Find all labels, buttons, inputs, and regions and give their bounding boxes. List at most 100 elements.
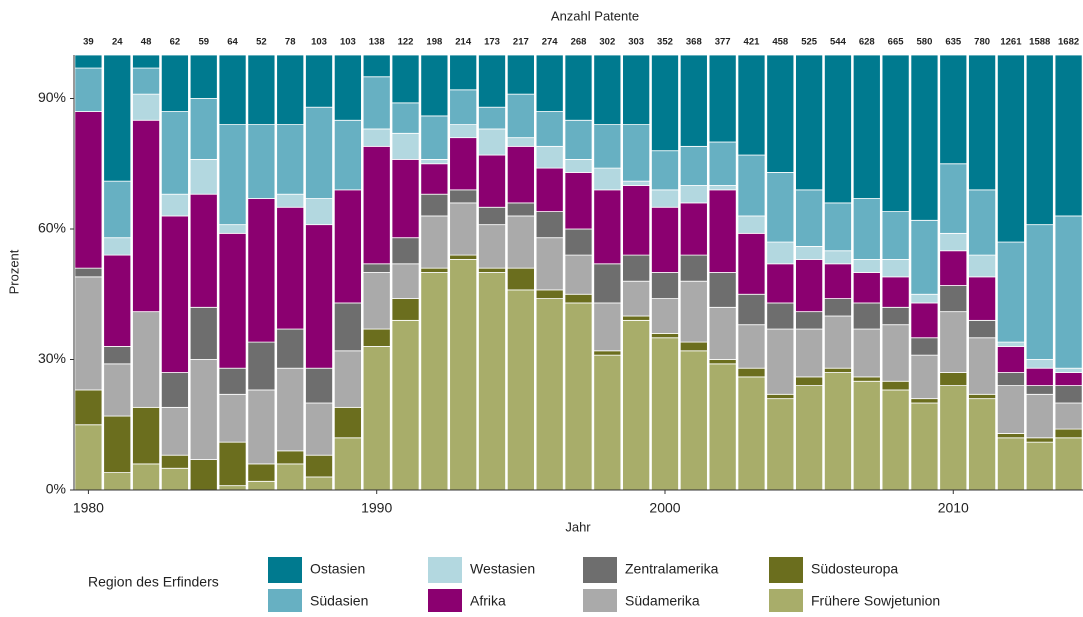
bar-segment <box>132 463 161 491</box>
chart-title: Anzahl Patente <box>551 8 639 23</box>
bar-segment <box>74 111 103 269</box>
legend-label: Frühere Sowjetunion <box>811 593 940 609</box>
bar-segment <box>910 302 939 339</box>
bar-segment <box>824 315 852 369</box>
bar-segment <box>766 328 795 395</box>
bar-segment <box>391 298 420 321</box>
bar-segment <box>506 289 535 491</box>
bar-segment <box>564 293 593 304</box>
bar-segment <box>478 206 506 226</box>
legend-label: Südasien <box>310 593 368 609</box>
bar-segment <box>333 119 362 191</box>
bar-segment <box>391 102 420 134</box>
bar-segment <box>1054 367 1083 373</box>
bar-segment <box>391 158 420 239</box>
bar-segment <box>564 254 593 295</box>
legend-swatch <box>769 589 803 615</box>
bar-segment <box>622 54 651 125</box>
bar-segment <box>478 272 506 491</box>
bar-segment <box>420 267 449 273</box>
bar-segment <box>679 280 708 343</box>
bar-segment <box>968 337 997 395</box>
bar-segment <box>593 263 622 304</box>
legend-label: Westasien <box>470 561 535 577</box>
bar-segment <box>564 119 593 160</box>
bar-segment <box>189 98 218 160</box>
bar-segment <box>622 254 651 282</box>
bar-segment <box>766 302 795 330</box>
count-label: 103 <box>340 37 356 48</box>
bar-segment <box>996 437 1025 491</box>
bar-segment <box>74 67 103 112</box>
bar-segment <box>160 54 189 112</box>
bar-segment <box>679 202 708 256</box>
legend-swatch <box>583 557 617 583</box>
count-label: 352 <box>657 37 673 48</box>
count-label: 525 <box>801 37 818 48</box>
bar-segment <box>535 237 564 291</box>
bar-segment <box>737 54 766 156</box>
bar-segment <box>651 337 679 491</box>
bar-segment <box>910 398 939 404</box>
bar-segment <box>247 198 276 343</box>
bar-segment <box>276 463 305 491</box>
count-label: 780 <box>974 37 990 48</box>
bar-segment <box>132 406 161 465</box>
bar-segment <box>420 193 449 217</box>
bar-segment <box>910 54 939 221</box>
bar-segment <box>305 454 333 478</box>
bar-segment <box>218 367 247 395</box>
bar-segment <box>939 54 968 165</box>
y-tick-label: 90% <box>38 89 66 105</box>
y-axis-label: Prozent <box>6 249 21 294</box>
bar-segment <box>160 215 189 373</box>
bar-segment <box>679 350 708 491</box>
bar-segment <box>852 328 881 378</box>
count-label: 64 <box>227 37 238 48</box>
bar-segment <box>881 306 910 326</box>
bar-segment <box>218 54 247 125</box>
bar-segment <box>766 393 795 400</box>
bar-segment <box>362 346 391 491</box>
bar-segment <box>449 259 478 491</box>
legend-swatch <box>428 557 462 583</box>
bar-segment <box>160 193 189 217</box>
count-label: 198 <box>426 37 442 48</box>
bar-segment <box>679 254 708 282</box>
bar-segment <box>218 224 247 234</box>
bar-segment <box>622 315 651 321</box>
bar-segment <box>795 245 824 260</box>
bar-segment <box>852 272 881 304</box>
bar-segment <box>478 267 506 273</box>
bar-segment <box>968 393 997 400</box>
bar-segment <box>968 398 997 491</box>
bar-segment <box>333 189 362 304</box>
bar-segment <box>103 363 132 417</box>
bar-segment <box>160 454 189 469</box>
bar-segment <box>593 167 622 191</box>
bar-segment <box>1054 385 1083 404</box>
bar-segment <box>247 389 276 465</box>
bar-segment <box>305 106 333 199</box>
bar-segment <box>276 193 305 208</box>
bar-segment <box>708 359 737 365</box>
bar-segment <box>276 124 305 195</box>
bar-segment <box>593 124 622 169</box>
count-label: 103 <box>311 37 327 48</box>
legend-swatch <box>583 589 617 615</box>
bar-segment <box>795 328 824 378</box>
bar-segment <box>247 54 276 125</box>
bar-segment <box>593 350 622 356</box>
bar-segment <box>910 402 939 491</box>
count-label: 173 <box>484 37 500 48</box>
bar-segment <box>881 380 910 391</box>
bar-segment <box>1025 359 1054 369</box>
bar-segment <box>766 263 795 304</box>
bar-segment <box>679 341 708 352</box>
bar-segment <box>996 341 1025 347</box>
bar-segment <box>939 163 968 234</box>
bar-segment <box>333 437 362 491</box>
bar-segment <box>276 367 305 452</box>
bar-segment <box>1025 437 1054 443</box>
bar-segment <box>449 54 478 91</box>
